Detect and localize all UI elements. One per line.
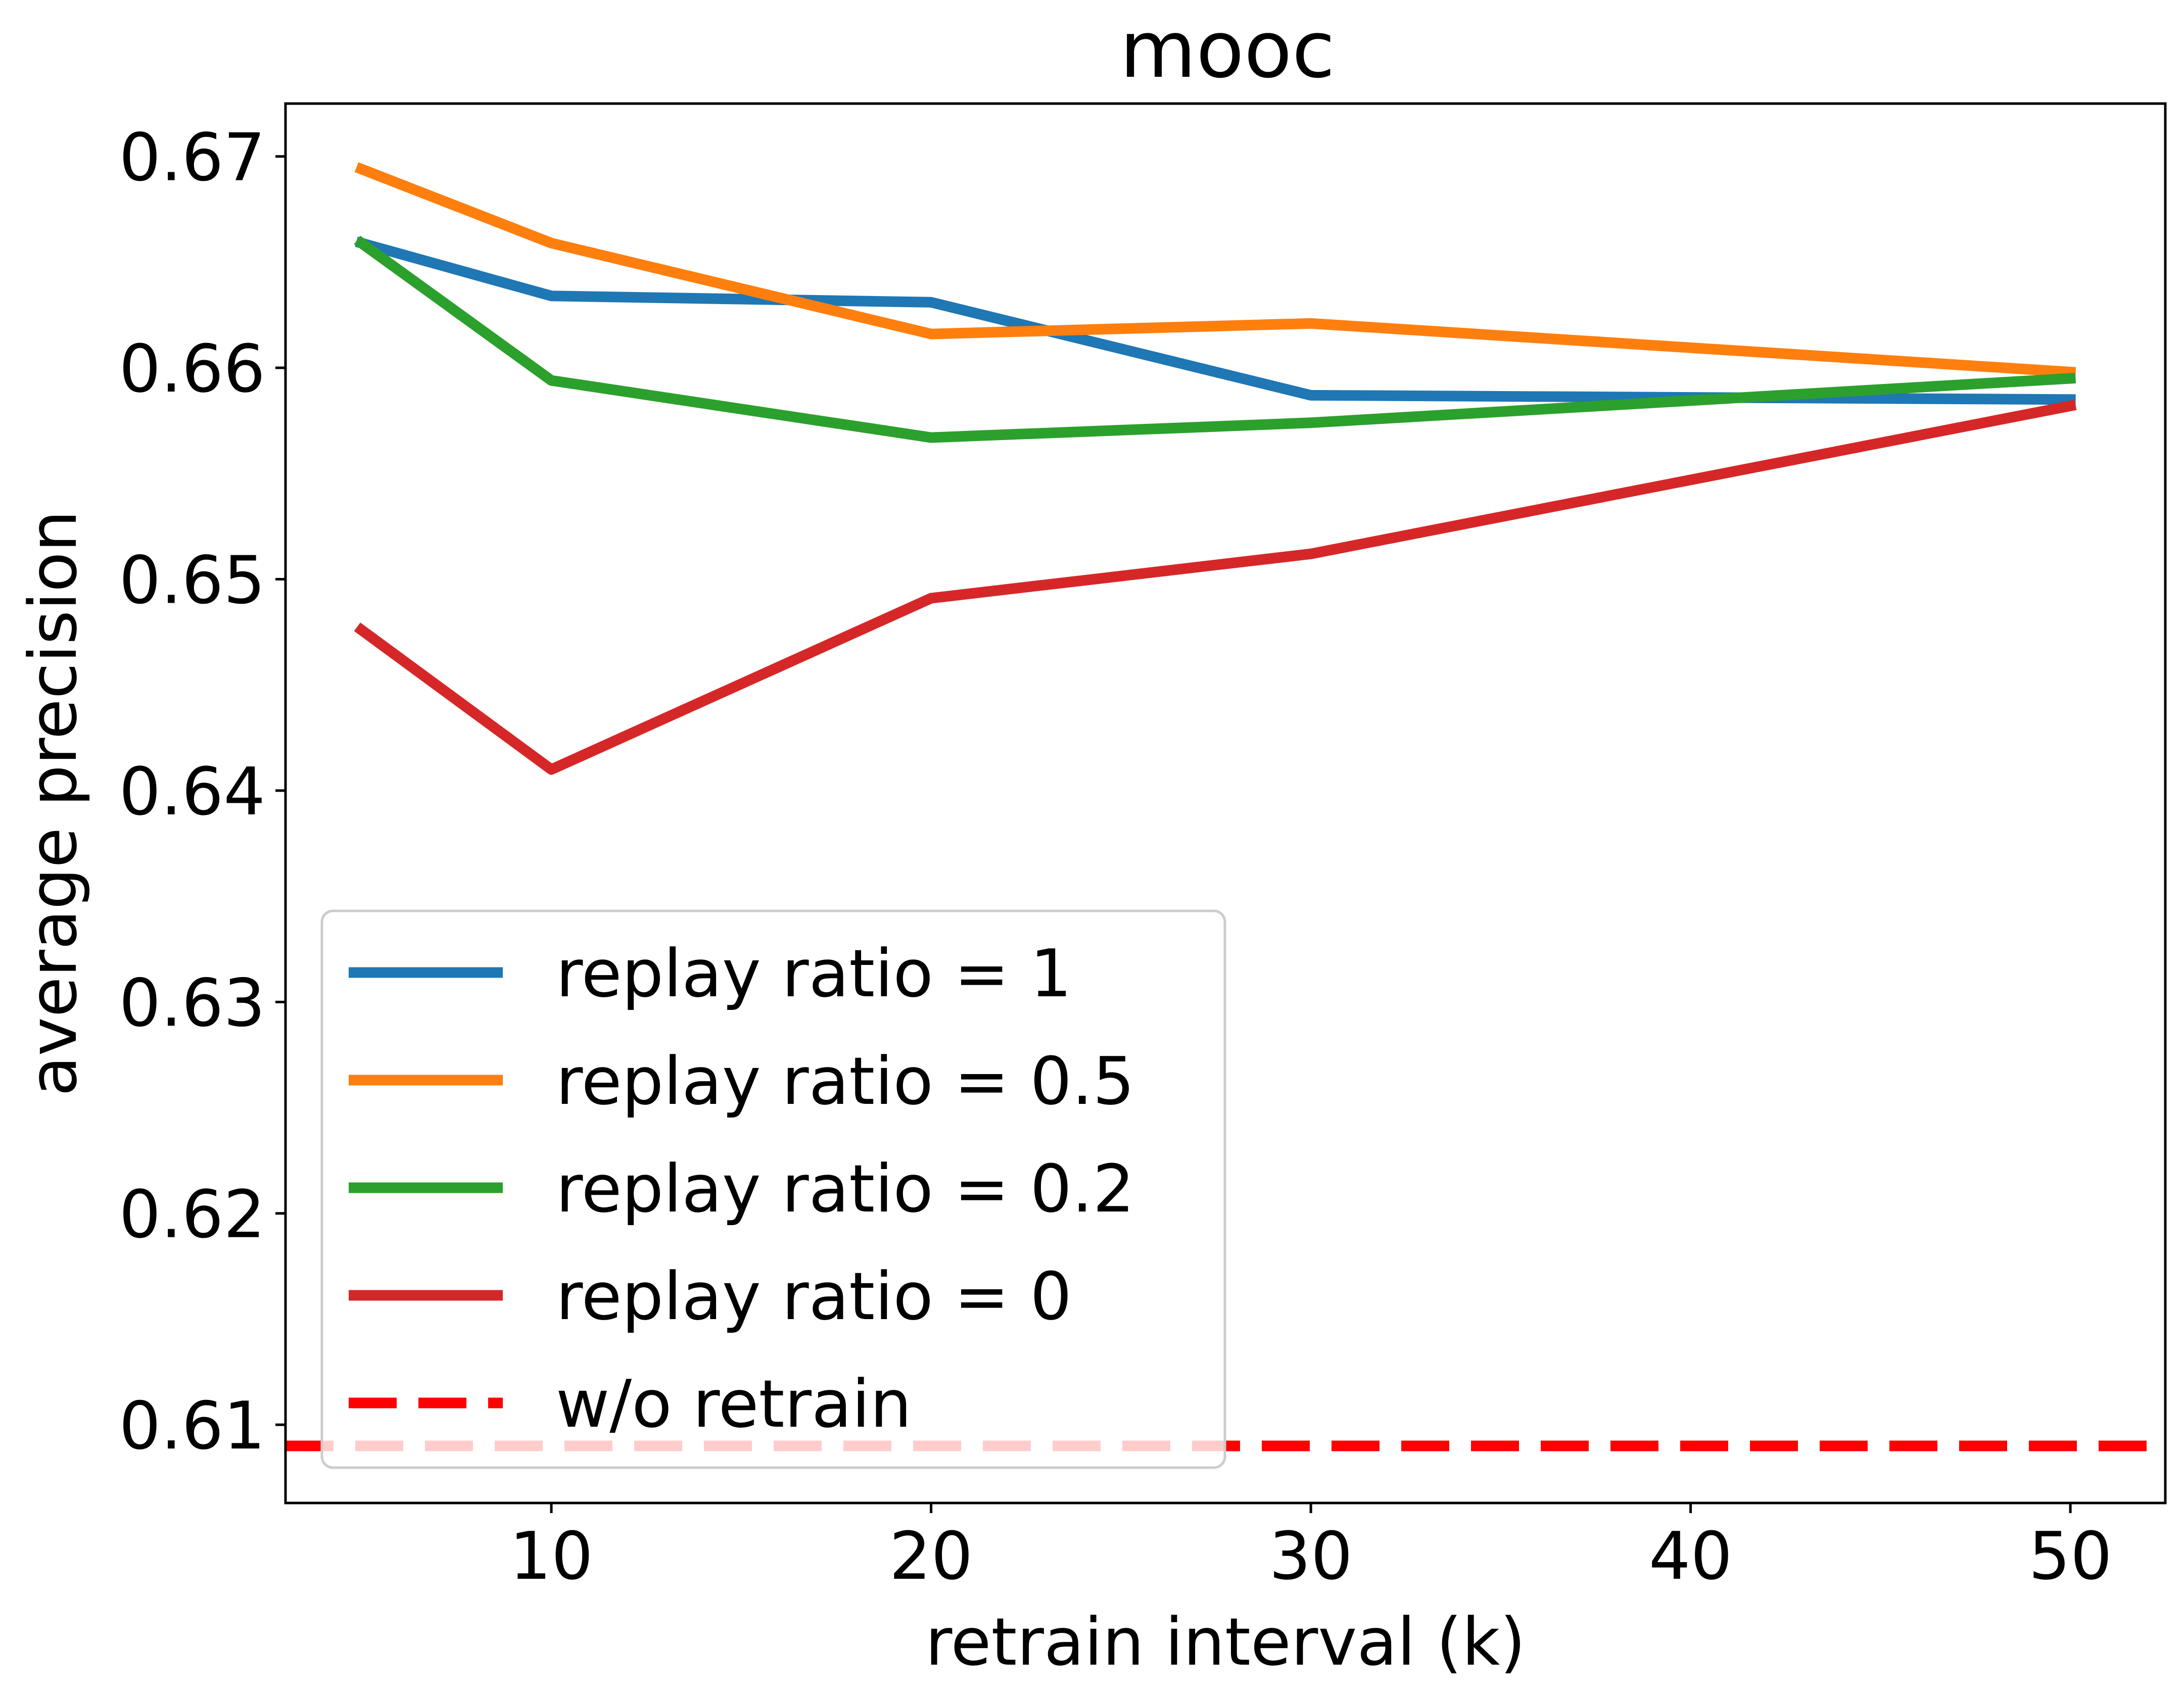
legend-box — [320, 909, 1226, 1469]
series-layer — [354, 162, 2077, 775]
legend-label-replay-ratio-0-5: replay ratio = 0.5 — [556, 1043, 1134, 1120]
series-line-replay-ratio-0-2 — [354, 235, 2076, 443]
y-axis-label: average precision — [15, 510, 91, 1096]
legend-label-w-o-retrain: w/o retrain — [556, 1366, 912, 1442]
series-line-replay-ratio-0 — [354, 400, 2077, 775]
y-tick-label: 0.61 — [119, 1387, 265, 1464]
x-tick-label: 40 — [1649, 1518, 1732, 1594]
y-tick-label: 0.62 — [119, 1176, 265, 1253]
y-tick-label: 0.67 — [119, 119, 265, 196]
x-tick-label: 10 — [509, 1518, 593, 1594]
plot-frame — [284, 102, 2167, 1505]
legend-items: replay ratio = 1 replay ratio = 0.5 replay… — [349, 935, 1134, 1442]
x-axis-ticks: 10 20 30 40 50 — [509, 1503, 2112, 1594]
legend-label-replay-ratio-1: replay ratio = 1 — [556, 935, 1072, 1012]
x-tick-label: 20 — [889, 1518, 973, 1594]
series-line-replay-ratio-0-5 — [354, 162, 2076, 378]
x-tick-label: 50 — [2028, 1518, 2112, 1594]
y-tick-label: 0.64 — [119, 753, 265, 830]
x-axis-label: retrain interval (k) — [925, 1604, 1526, 1680]
y-axis-ticks: 0.61 0.62 0.63 0.64 0.65 0.66 0.67 — [119, 119, 286, 1464]
series-line-replay-ratio-1 — [355, 236, 2076, 405]
y-tick-label: 0.63 — [119, 964, 265, 1041]
legend-label-replay-ratio-0-2: replay ratio = 0.2 — [556, 1150, 1134, 1227]
chart-title: mooc — [1120, 4, 1335, 95]
y-tick-label: 0.66 — [119, 330, 265, 407]
legend-label-replay-ratio-0: replay ratio = 0 — [556, 1258, 1072, 1335]
x-tick-label: 30 — [1269, 1518, 1352, 1594]
y-tick-label: 0.65 — [119, 542, 265, 618]
legend: replay ratio = 1 replay ratio = 0.5 replay… — [320, 909, 1226, 1469]
